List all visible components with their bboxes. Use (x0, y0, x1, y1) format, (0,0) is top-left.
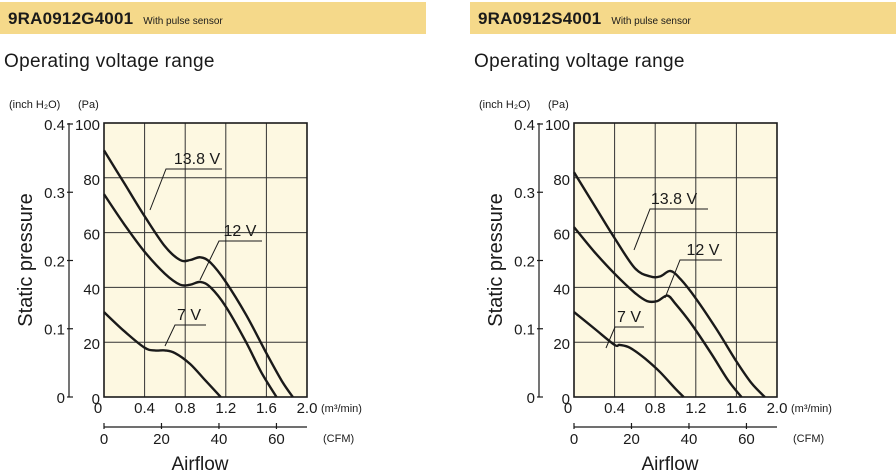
series-label: 7 V (617, 309, 641, 326)
x-unit-m3: (m³/min) (321, 403, 362, 415)
y-tick-label-inch: 0.3 (514, 185, 535, 202)
y-tick-label-inch: 0.1 (44, 322, 65, 339)
y-unit-inch: (inch H₂O) (9, 99, 60, 111)
y-axis-title: Static pressure (485, 193, 507, 326)
y-tick-label-inch: 0.4 (44, 117, 65, 134)
series-label: 12 V (224, 223, 257, 240)
x-tick-label-cfm: 40 (681, 431, 698, 448)
x-tick-label-m3: 0 (94, 400, 102, 417)
chart-panel-right: 9RA0912S4001 With pulse sensor Operating… (470, 0, 896, 476)
x-tick-label-m3: 2.0 (767, 400, 788, 417)
plot-frame (573, 122, 778, 398)
y-unit-inch: (inch H₂O) (479, 99, 530, 111)
x-tick-label-m3: 0.4 (134, 400, 155, 417)
x-tick-label-m3: 0.4 (604, 400, 625, 417)
model-note: With pulse sensor (611, 16, 691, 27)
x-axis-title: Airflow (171, 454, 228, 475)
y-tick-label-pa: 40 (83, 281, 100, 298)
x-tick-label-m3: 0 (564, 400, 572, 417)
series-label: 12 V (687, 242, 720, 259)
series-label: 7 V (177, 307, 201, 324)
x-tick-label-cfm: 0 (570, 431, 578, 448)
y-axis-title: Static pressure (15, 193, 37, 326)
y-tick-label-pa: 0 (562, 391, 570, 408)
x-tick-label-cfm: 60 (268, 431, 285, 448)
y-tick-label-pa: 20 (83, 336, 100, 353)
x-tick-label-cfm: 40 (211, 431, 228, 448)
series-line (573, 311, 685, 398)
y-tick-label-pa: 80 (83, 172, 100, 189)
series-label-leader (633, 208, 708, 251)
pq-chart: 0 20 40 60 80 100 0 0.1 0.2 0.3 0.4 (inch H₂O) (Pa) S… (9, 99, 362, 475)
x-tick-label-m3: 1.2 (685, 400, 706, 417)
y-tick-label-pa: 60 (553, 227, 570, 244)
y-tick-label-inch: 0.1 (514, 322, 535, 339)
series-label: 13.8 V (174, 151, 221, 168)
chart-panel-left: 9RA0912G4001 With pulse sensor Operating… (0, 0, 430, 476)
y-tick-label-inch: 0.3 (44, 185, 65, 202)
series-label-leader (199, 240, 262, 281)
y-tick-label-inch: 0.2 (514, 253, 535, 270)
y-tick-label-pa: 20 (553, 336, 570, 353)
y-tick-label-pa: 80 (553, 172, 570, 189)
x-tick-label-m3: 1.6 (256, 400, 277, 417)
y-tick-label-inch: 0 (57, 390, 65, 407)
plot-frame (103, 122, 308, 398)
y-tick-label-pa: 60 (83, 227, 100, 244)
x-tick-label-cfm: 60 (738, 431, 755, 448)
x-tick-label-cfm: 0 (100, 431, 108, 448)
model-note: With pulse sensor (143, 16, 223, 27)
pq-chart: 0 20 40 60 80 100 0 0.1 0.2 0.3 0.4 (inch H₂O) (Pa) S… (479, 99, 832, 475)
model-id: 9RA0912G4001 (8, 9, 134, 28)
y-tick-label-inch: 0.2 (44, 253, 65, 270)
y-tick-label-pa: 40 (553, 281, 570, 298)
model-id: 9RA0912S4001 (478, 9, 602, 28)
chart-subtitle: Operating voltage range (474, 51, 685, 72)
series-label: 13.8 V (651, 191, 698, 208)
y-tick-label-pa: 0 (92, 391, 100, 408)
x-tick-label-cfm: 20 (623, 431, 640, 448)
series-label-leader (164, 324, 206, 347)
x-tick-label-cfm: 20 (153, 431, 170, 448)
y-tick-label-pa: 100 (545, 117, 570, 134)
x-tick-label-m3: 1.6 (726, 400, 747, 417)
series-line (572, 171, 766, 398)
plot-area (574, 123, 777, 397)
y-unit-pa: (Pa) (78, 99, 99, 111)
y-unit-pa: (Pa) (548, 99, 569, 111)
x-unit-m3: (m³/min) (791, 403, 832, 415)
model-header: 9RA0912G4001 With pulse sensor (0, 2, 426, 34)
x-tick-label-m3: 2.0 (297, 400, 318, 417)
model-header: 9RA0912S4001 With pulse sensor (470, 2, 896, 34)
series-label-leader (605, 326, 644, 349)
x-tick-label-m3: 0.8 (175, 400, 196, 417)
y-tick-label-pa: 100 (75, 117, 100, 134)
series-label-leader (149, 168, 222, 211)
y-tick-label-inch: 0.4 (514, 117, 535, 134)
y-tick-label-inch: 0 (527, 390, 535, 407)
series-line (103, 311, 222, 398)
x-unit-cfm: (CFM) (323, 433, 354, 445)
x-unit-cfm: (CFM) (793, 433, 824, 445)
x-tick-label-m3: 1.2 (215, 400, 236, 417)
x-axis-title: Airflow (641, 454, 698, 475)
chart-subtitle: Operating voltage range (4, 51, 215, 72)
series-line (102, 149, 294, 398)
series-line (573, 226, 743, 398)
series-label-leader (664, 259, 722, 299)
x-tick-label-m3: 0.8 (645, 400, 666, 417)
series-line (103, 193, 278, 398)
